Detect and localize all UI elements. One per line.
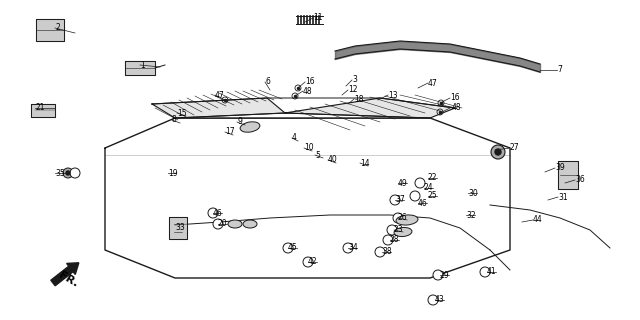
Text: 29: 29 <box>440 270 450 279</box>
Text: 26: 26 <box>398 213 408 222</box>
Circle shape <box>433 270 443 280</box>
Text: 27: 27 <box>510 143 520 153</box>
Text: 9: 9 <box>237 117 242 126</box>
FancyArrow shape <box>51 263 79 286</box>
Circle shape <box>415 178 425 188</box>
Text: 46: 46 <box>213 209 223 218</box>
Text: 34: 34 <box>348 244 358 252</box>
Circle shape <box>387 225 397 235</box>
Text: 47: 47 <box>428 78 438 87</box>
Text: 48: 48 <box>452 102 461 111</box>
Text: 37: 37 <box>395 196 404 204</box>
Text: 45: 45 <box>288 244 298 252</box>
Circle shape <box>283 243 293 253</box>
Circle shape <box>63 168 73 178</box>
Text: 16: 16 <box>450 93 460 102</box>
Text: 23: 23 <box>394 226 404 235</box>
Text: 38: 38 <box>382 247 392 257</box>
Polygon shape <box>558 161 578 189</box>
Text: 10: 10 <box>304 143 314 153</box>
Polygon shape <box>152 98 285 118</box>
Text: 22: 22 <box>428 173 438 182</box>
Circle shape <box>393 213 403 223</box>
Circle shape <box>480 267 490 277</box>
Text: 48: 48 <box>303 86 312 95</box>
Text: 17: 17 <box>225 127 235 137</box>
Text: 8: 8 <box>172 116 177 124</box>
Polygon shape <box>285 98 455 118</box>
Text: 13: 13 <box>388 91 397 100</box>
Text: 7: 7 <box>557 66 562 75</box>
Circle shape <box>66 171 70 175</box>
Circle shape <box>410 191 420 201</box>
Circle shape <box>213 219 223 229</box>
Text: 15: 15 <box>177 108 187 117</box>
Ellipse shape <box>394 228 412 236</box>
Text: 42: 42 <box>308 258 317 267</box>
Circle shape <box>303 257 313 267</box>
Text: 43: 43 <box>435 295 445 305</box>
Text: 4: 4 <box>292 133 297 142</box>
Text: 36: 36 <box>575 175 585 185</box>
Circle shape <box>383 235 393 245</box>
Text: 35: 35 <box>55 169 65 178</box>
Text: 2: 2 <box>55 23 60 33</box>
Polygon shape <box>36 19 64 41</box>
Text: 11: 11 <box>313 13 323 22</box>
Circle shape <box>70 168 80 178</box>
Text: 6: 6 <box>265 77 270 86</box>
Ellipse shape <box>228 220 242 228</box>
Text: 40: 40 <box>328 156 338 164</box>
Text: 49: 49 <box>398 179 408 188</box>
Circle shape <box>495 149 501 155</box>
Text: 14: 14 <box>360 158 370 167</box>
Ellipse shape <box>240 122 260 132</box>
Text: 32: 32 <box>466 211 476 220</box>
Text: 19: 19 <box>168 169 178 178</box>
Ellipse shape <box>243 220 257 228</box>
Text: 20: 20 <box>218 220 228 228</box>
Text: FR.: FR. <box>57 270 80 290</box>
Text: 24: 24 <box>424 183 434 193</box>
Text: 18: 18 <box>354 94 364 103</box>
Circle shape <box>491 145 505 159</box>
Circle shape <box>208 208 218 218</box>
Text: 41: 41 <box>487 268 497 276</box>
Text: 12: 12 <box>348 85 358 94</box>
Circle shape <box>343 243 353 253</box>
Circle shape <box>390 195 400 205</box>
Text: 5: 5 <box>315 150 320 159</box>
Text: 31: 31 <box>558 193 568 202</box>
Text: 21: 21 <box>35 103 45 113</box>
Text: 39: 39 <box>555 164 564 172</box>
Text: 1: 1 <box>140 60 145 69</box>
Ellipse shape <box>396 215 418 225</box>
Text: 30: 30 <box>468 188 477 197</box>
Text: 44: 44 <box>533 215 543 225</box>
Polygon shape <box>31 103 55 116</box>
Text: 47: 47 <box>215 91 225 100</box>
Text: 28: 28 <box>390 236 399 244</box>
Text: 46: 46 <box>418 198 428 207</box>
Circle shape <box>428 295 438 305</box>
Polygon shape <box>125 61 155 75</box>
Text: 3: 3 <box>352 76 357 84</box>
Circle shape <box>375 247 385 257</box>
Text: 33: 33 <box>175 223 185 233</box>
Polygon shape <box>169 217 187 239</box>
Text: 25: 25 <box>428 191 438 201</box>
Text: 16: 16 <box>305 77 315 86</box>
